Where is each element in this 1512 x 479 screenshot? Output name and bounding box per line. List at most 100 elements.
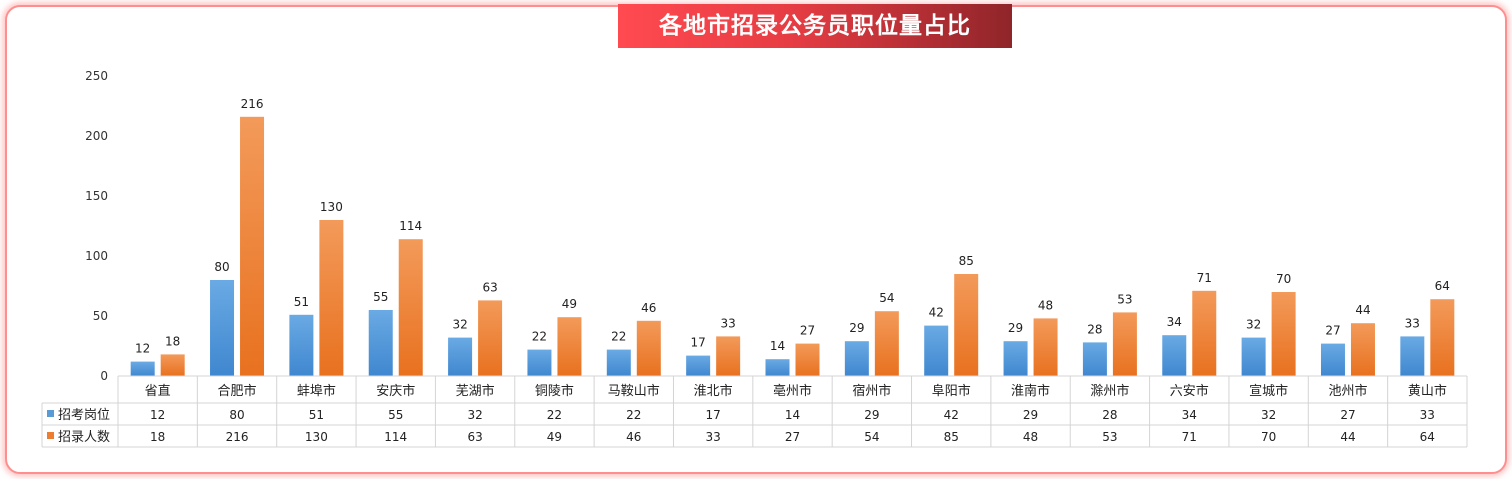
table-cell: 17 bbox=[706, 408, 721, 422]
table-cell: 64 bbox=[1420, 430, 1435, 444]
bar-series2-9 bbox=[874, 311, 899, 376]
data-label: 114 bbox=[399, 219, 422, 233]
table-cell: 28 bbox=[1102, 408, 1117, 422]
data-label: 49 bbox=[562, 297, 577, 311]
bar-series1-14 bbox=[1241, 337, 1266, 376]
bar-series1-2 bbox=[289, 314, 314, 376]
category-label: 亳州市 bbox=[773, 383, 812, 399]
y-tick-label: 150 bbox=[85, 189, 108, 203]
category-label: 阜阳市 bbox=[932, 383, 971, 399]
data-label: 34 bbox=[1167, 315, 1182, 329]
bar-series1-10 bbox=[924, 325, 949, 376]
y-tick-label: 0 bbox=[100, 369, 108, 383]
category-label: 淮南市 bbox=[1011, 383, 1050, 399]
data-label: 29 bbox=[1008, 321, 1023, 335]
legend-label-1: 招考岗位 bbox=[58, 408, 110, 423]
bar-series1-4 bbox=[448, 337, 473, 376]
bar-series2-0 bbox=[160, 354, 185, 376]
category-label: 六安市 bbox=[1170, 383, 1209, 399]
bar-series1-13 bbox=[1162, 335, 1187, 376]
data-table: 省直 合肥市 蚌埠市 安庆市 芜湖市 铜陵市 马鞍山市 淮北市 亳州市 宿州市 阜阳市 淮南市 滁州市 六… bbox=[41, 375, 1468, 448]
category-label: 省直 bbox=[145, 384, 171, 399]
category-label: 芜湖市 bbox=[456, 383, 495, 399]
table-cell: 29 bbox=[1023, 408, 1038, 422]
data-label: 28 bbox=[1087, 322, 1102, 336]
data-label: 48 bbox=[1038, 298, 1053, 312]
bar-series2-10 bbox=[954, 274, 979, 376]
data-label: 22 bbox=[611, 330, 626, 344]
data-label: 70 bbox=[1276, 272, 1291, 286]
data-label: 27 bbox=[1325, 324, 1340, 338]
table-cell: 44 bbox=[1340, 430, 1355, 444]
bar-series2-8 bbox=[795, 343, 820, 376]
table-cell: 49 bbox=[547, 430, 562, 444]
category-label: 铜陵市 bbox=[535, 383, 574, 399]
data-label: 29 bbox=[849, 321, 864, 335]
data-label: 18 bbox=[165, 334, 180, 348]
y-axis: 0 50 100 150 200 250 bbox=[85, 69, 108, 383]
data-label: 33 bbox=[1405, 316, 1420, 330]
table-cell: 22 bbox=[626, 408, 641, 422]
y-tick-label: 250 bbox=[85, 69, 108, 83]
data-label: 32 bbox=[1246, 318, 1261, 332]
bar-series2-13 bbox=[1192, 290, 1217, 376]
bar-series2-6 bbox=[636, 320, 661, 376]
category-label: 宣城市 bbox=[1249, 383, 1288, 399]
table-cell: 27 bbox=[785, 430, 800, 444]
table-cell: 55 bbox=[388, 408, 403, 422]
data-label: 80 bbox=[214, 260, 229, 274]
bar-series1-12 bbox=[1082, 342, 1107, 376]
y-tick-label: 50 bbox=[93, 309, 108, 323]
legend-swatch-1 bbox=[47, 410, 54, 417]
table-cell: 51 bbox=[309, 408, 324, 422]
category-label: 安庆市 bbox=[376, 383, 415, 399]
bar-series2-14 bbox=[1271, 292, 1296, 376]
bar-series2-15 bbox=[1350, 323, 1375, 376]
table-cell: 27 bbox=[1340, 408, 1355, 422]
data-label: 33 bbox=[721, 316, 736, 330]
data-label: 71 bbox=[1197, 271, 1212, 285]
bar-series1-0 bbox=[130, 361, 155, 376]
bar-series2-7 bbox=[716, 336, 741, 376]
data-label: 46 bbox=[641, 301, 656, 315]
bar-series2-1 bbox=[240, 116, 265, 377]
table-cell: 54 bbox=[864, 430, 879, 444]
table-cell: 80 bbox=[229, 408, 244, 422]
table-cell: 32 bbox=[467, 408, 482, 422]
table-cell: 130 bbox=[305, 430, 328, 444]
table-cell: 48 bbox=[1023, 430, 1038, 444]
table-cell: 32 bbox=[1261, 408, 1276, 422]
bar-series2-11 bbox=[1033, 318, 1058, 376]
table-cell: 71 bbox=[1182, 430, 1197, 444]
table-cell: 63 bbox=[467, 430, 482, 444]
bar-series1-15 bbox=[1320, 343, 1345, 376]
table-cell: 53 bbox=[1102, 430, 1117, 444]
data-label: 51 bbox=[294, 295, 309, 309]
table-cell: 46 bbox=[626, 430, 641, 444]
data-label: 55 bbox=[373, 290, 388, 304]
bar-series2-16 bbox=[1430, 299, 1455, 376]
table-cell: 34 bbox=[1182, 408, 1197, 422]
bar-series1-1 bbox=[210, 280, 235, 376]
bar-series1-16 bbox=[1400, 336, 1425, 376]
data-label: 44 bbox=[1355, 303, 1370, 317]
data-label: 130 bbox=[320, 200, 343, 214]
data-label: 63 bbox=[482, 280, 497, 294]
table-cell: 18 bbox=[150, 430, 165, 444]
data-label: 42 bbox=[929, 306, 944, 320]
data-label: 27 bbox=[800, 324, 815, 338]
bar-series1-9 bbox=[844, 341, 869, 376]
table-cell: 70 bbox=[1261, 430, 1276, 444]
legend-swatch-2 bbox=[47, 432, 54, 439]
bar-series1-7 bbox=[686, 355, 711, 376]
category-label: 黄山市 bbox=[1408, 383, 1447, 399]
bars: 12 18 80 216 51 130 55 114 32 63 22 49 22 46 17 33 14 27 2… bbox=[130, 97, 1455, 377]
bar-series1-5 bbox=[527, 349, 552, 376]
category-label: 池州市 bbox=[1328, 383, 1367, 399]
table-cell: 12 bbox=[150, 408, 165, 422]
y-tick-label: 200 bbox=[85, 129, 108, 143]
data-label: 32 bbox=[452, 318, 467, 332]
bar-series1-3 bbox=[368, 310, 393, 376]
data-label: 22 bbox=[532, 330, 547, 344]
